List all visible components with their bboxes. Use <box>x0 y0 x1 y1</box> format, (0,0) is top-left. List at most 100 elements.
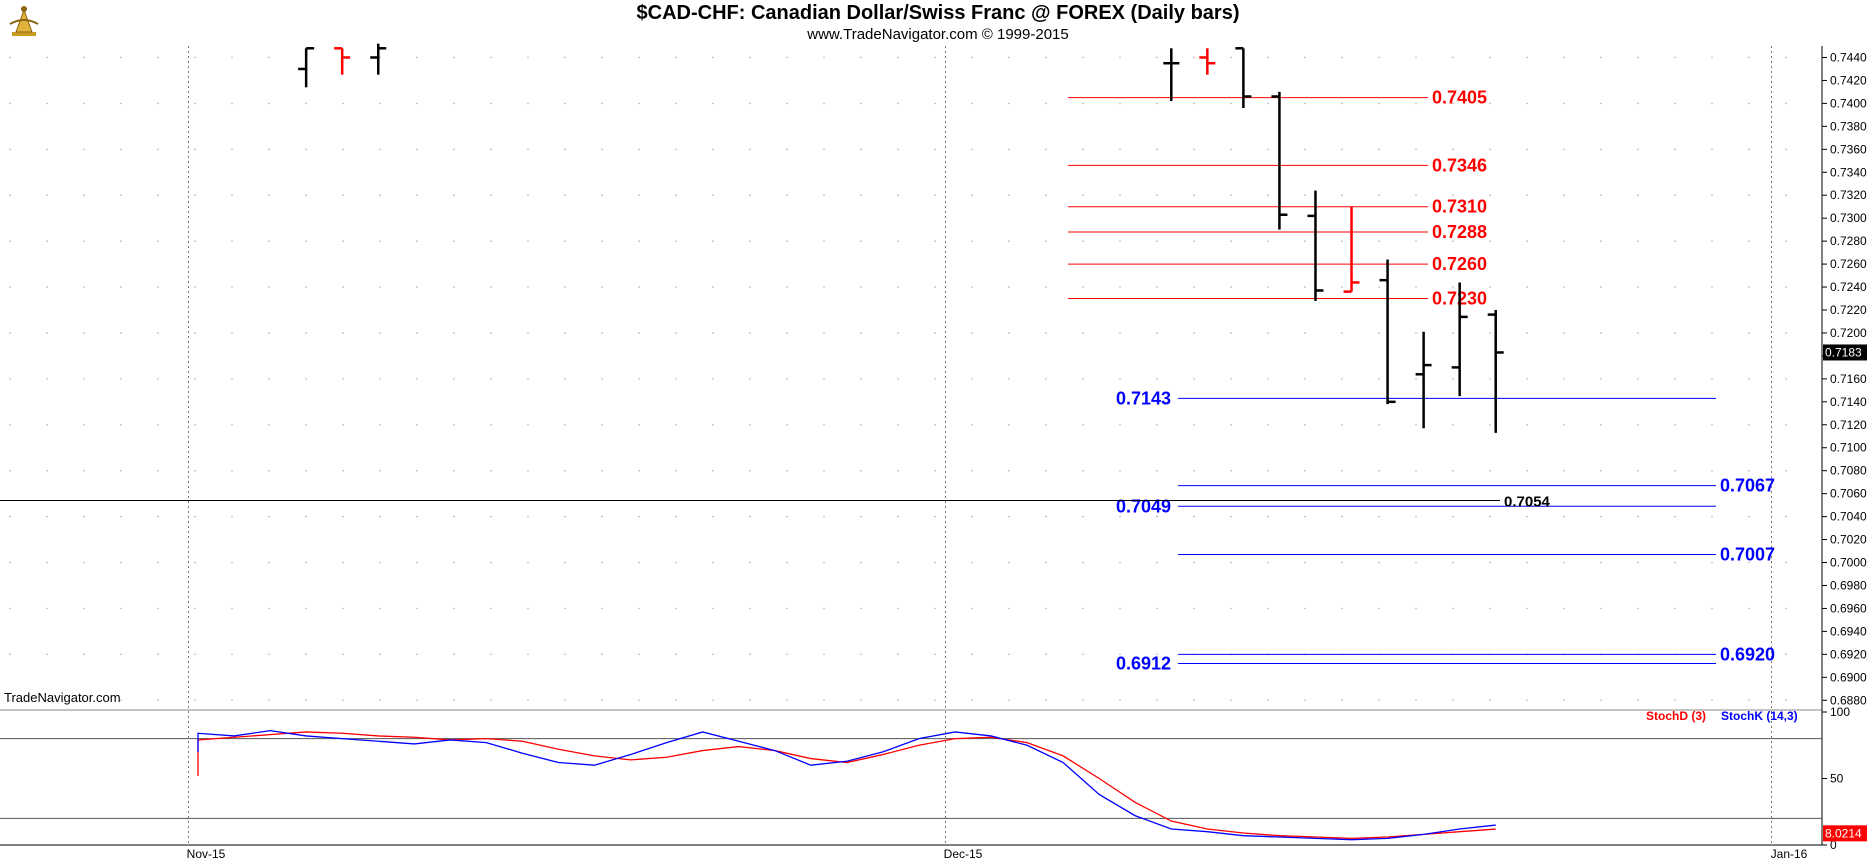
grid-dot <box>268 332 270 334</box>
grid-dot <box>1193 469 1195 472</box>
grid-dot <box>342 469 344 472</box>
grid-dot <box>1563 607 1565 610</box>
month-gridline <box>1771 781 1772 783</box>
resistance-level-label: 0.7405 <box>1432 88 1487 108</box>
grid-dot <box>1563 515 1565 518</box>
grid-dot <box>823 240 825 242</box>
month-gridline <box>945 476 946 478</box>
grid-dot <box>1378 56 1380 59</box>
month-gridline <box>188 256 189 258</box>
grid-dot <box>1415 607 1417 610</box>
grid-dot <box>1637 240 1639 242</box>
month-gridline <box>1771 486 1772 488</box>
grid-dot <box>1267 469 1269 472</box>
grid-dot <box>1452 561 1454 564</box>
grid-dot <box>83 102 85 105</box>
month-gridline <box>1771 761 1772 763</box>
grid-dot <box>1304 102 1306 105</box>
grid-dot <box>823 607 825 610</box>
month-gridline <box>188 221 189 223</box>
month-gridline <box>1771 261 1772 263</box>
month-gridline <box>188 706 189 708</box>
grid-dot <box>1785 699 1787 702</box>
grid-dot <box>120 423 122 426</box>
month-gridline <box>1771 471 1772 473</box>
ohlc-bar <box>370 43 387 75</box>
month-gridline <box>188 366 189 368</box>
grid-dot <box>305 148 307 151</box>
month-gridline <box>188 61 189 63</box>
grid-dot <box>527 653 529 656</box>
grid-dot <box>305 561 307 564</box>
price-tick-label: 0.6980 <box>1830 578 1867 592</box>
month-gridline <box>945 266 946 268</box>
month-gridline <box>945 381 946 383</box>
grid-dot <box>1526 194 1528 197</box>
month-gridline <box>188 171 189 173</box>
grid-dot <box>601 102 603 105</box>
month-gridline <box>945 276 946 278</box>
grid-dot <box>638 332 640 334</box>
grid-dot <box>1711 469 1713 472</box>
grid-dot <box>342 332 344 334</box>
grid-dot <box>194 148 196 151</box>
grid-dot <box>1304 607 1306 610</box>
month-gridline <box>188 201 189 203</box>
month-gridline <box>1771 151 1772 153</box>
grid-dot <box>1526 148 1528 151</box>
month-gridline <box>1771 381 1772 383</box>
month-gridline <box>1771 291 1772 293</box>
grid-dot <box>1045 332 1047 334</box>
month-gridline <box>945 821 946 823</box>
grid-dot <box>823 56 825 59</box>
grid-dot <box>1526 332 1528 334</box>
price-tick-label: 0.7360 <box>1830 142 1867 156</box>
month-gridline <box>188 816 189 818</box>
month-gridline <box>188 611 189 613</box>
grid-dot <box>712 378 714 380</box>
grid-dot <box>1267 56 1269 59</box>
grid-dot <box>1600 561 1602 564</box>
grid-dot <box>971 699 973 702</box>
month-gridline <box>1771 316 1772 318</box>
grid-dot <box>823 699 825 702</box>
grid-dot <box>1119 148 1121 151</box>
month-gridline <box>188 576 189 578</box>
month-gridline <box>188 811 189 813</box>
grid-dot <box>1341 286 1343 288</box>
month-gridline <box>945 341 946 343</box>
month-gridline <box>1771 571 1772 573</box>
month-gridline <box>1771 296 1772 298</box>
month-gridline <box>188 831 189 833</box>
grid-dot <box>1378 561 1380 564</box>
grid-dot <box>1526 469 1528 472</box>
month-gridline <box>1771 46 1772 48</box>
grid-dot <box>268 194 270 197</box>
grid-dot <box>490 332 492 334</box>
grid-dot <box>416 653 418 656</box>
grid-dot <box>1674 332 1676 334</box>
grid-dot <box>564 240 566 242</box>
month-gridline <box>1771 106 1772 108</box>
month-gridline <box>1771 211 1772 213</box>
month-gridline <box>188 546 189 548</box>
grid-dot <box>1378 699 1380 702</box>
grid-dot <box>342 653 344 656</box>
grid-dot <box>231 332 233 334</box>
grid-dot <box>120 102 122 105</box>
grid-dot <box>897 469 899 472</box>
month-gridline <box>1771 731 1772 733</box>
grid-dot <box>638 699 640 702</box>
grid-dot <box>1748 423 1750 426</box>
grid-dot <box>1045 423 1047 426</box>
grid-dot <box>453 194 455 197</box>
grid-dot <box>1082 102 1084 105</box>
month-gridline <box>945 666 946 668</box>
month-gridline <box>188 476 189 478</box>
month-gridline <box>1771 766 1772 768</box>
month-gridline <box>188 326 189 328</box>
grid-dot <box>1267 240 1269 242</box>
grid-dot <box>860 240 862 242</box>
grid-dot <box>860 194 862 197</box>
month-gridline <box>945 91 946 93</box>
